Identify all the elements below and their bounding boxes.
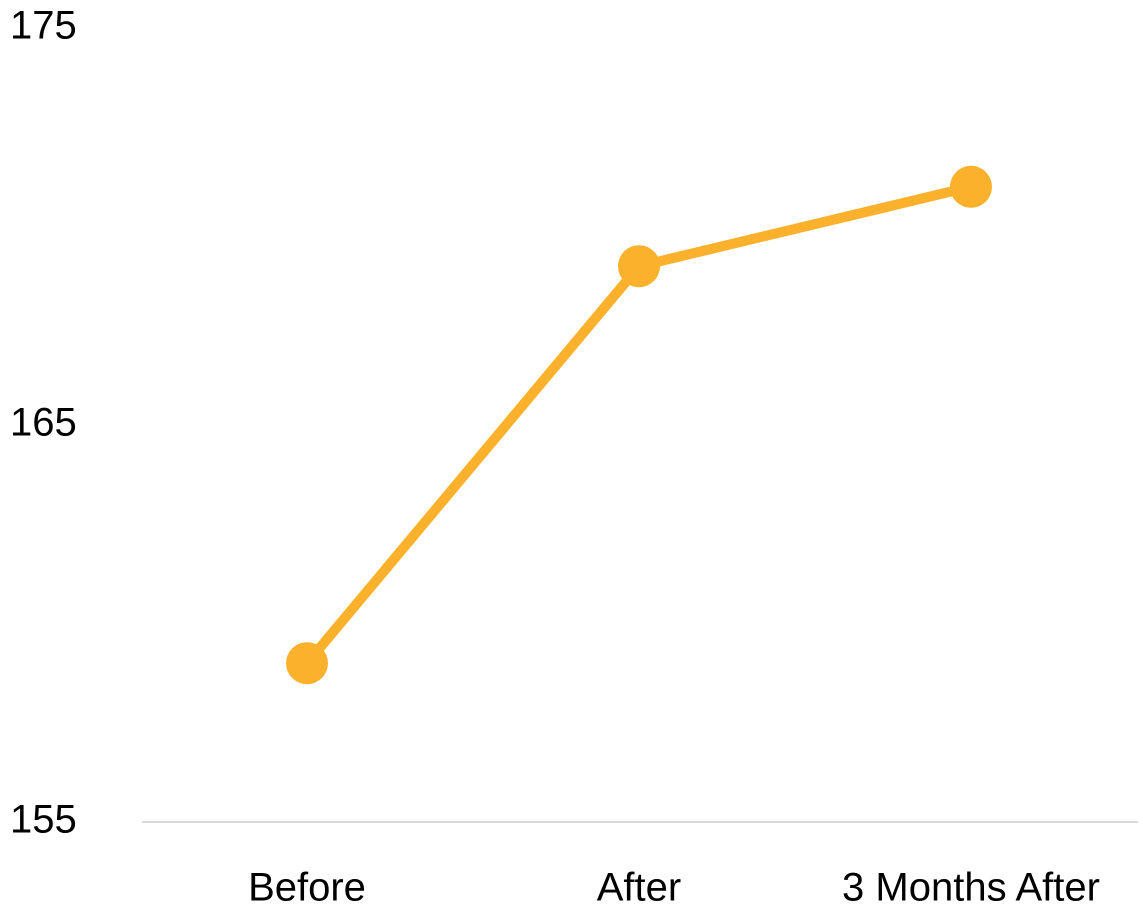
x-tick-label: Before [248,866,366,910]
y-axis-tick-labels: 155 165 175 [10,4,77,842]
x-axis-tick-labels: Before After 3 Months After [248,866,1100,910]
y-tick-label: 165 [10,401,77,445]
y-tick-label: 155 [10,798,77,842]
y-tick-label: 175 [10,4,77,48]
x-tick-label: After [597,866,681,910]
series-layer [286,165,992,685]
x-tick-label: 3 Months After [842,866,1100,910]
data-point [286,642,328,685]
data-point [950,165,992,208]
data-point [618,245,660,288]
